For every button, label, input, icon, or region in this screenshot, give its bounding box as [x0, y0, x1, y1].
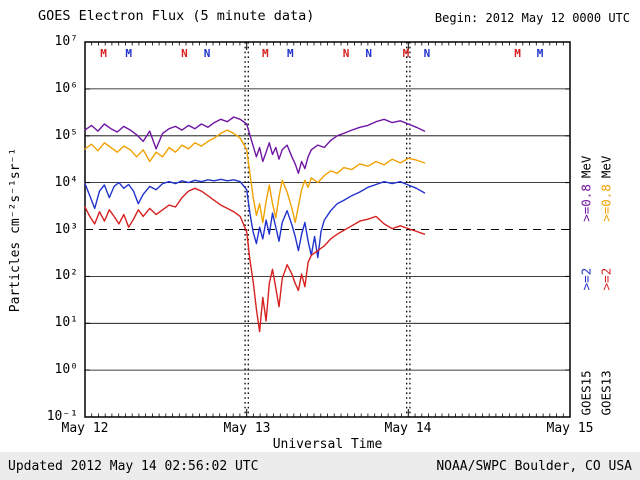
- y-tick-label: 10⁴: [54, 175, 78, 190]
- noon-midnight-marker-M: M: [262, 47, 269, 60]
- x-tick-label: May 12: [61, 421, 109, 436]
- noon-midnight-marker-N: N: [365, 47, 372, 60]
- y-tick-label: 10⁵: [54, 128, 78, 143]
- legend-goes13-2mev-label: >=2: [598, 267, 614, 291]
- begin-time-label: Begin: 2012 May 12 0000 UTC: [434, 11, 630, 25]
- series-goes15-0.8mev: [84, 116, 426, 175]
- legend-goes15-mev-unit: MeV: [578, 155, 594, 179]
- noon-midnight-marker-N: N: [204, 47, 211, 60]
- noon-midnight-marker-M: M: [403, 47, 410, 60]
- noon-midnight-marker-M: M: [514, 47, 521, 60]
- noon-midnight-marker-N: N: [181, 47, 188, 60]
- y-tick-label: 10³: [54, 222, 78, 237]
- series-goes13-2mev: [84, 187, 426, 333]
- legend-goes15-label: GOES15: [578, 370, 594, 416]
- x-tick-label: May 14: [384, 421, 432, 436]
- y-tick-label: 10⁷: [54, 34, 78, 49]
- legend-goes15-08mev-label: >=0.8: [578, 184, 594, 222]
- x-tick-label: May 15: [546, 421, 594, 436]
- legend-goes13-label: GOES13: [598, 370, 614, 416]
- plot-border: [84, 41, 571, 418]
- noon-midnight-marker-M: M: [125, 47, 132, 60]
- legend-goes15: GOES15 >=2 >=0.8 MeV: [579, 136, 594, 416]
- series-goes15-2mev: [84, 178, 426, 259]
- y-axis-title: Particles cm⁻²s⁻¹sr⁻¹: [8, 147, 23, 313]
- noon-midnight-marker-N: N: [343, 47, 350, 60]
- page-title: GOES Electron Flux (5 minute data): [38, 8, 315, 24]
- x-tick-label: May 13: [223, 421, 271, 436]
- y-tick-label: 10²: [54, 268, 78, 283]
- credit-label: NOAA/SWPC Boulder, CO USA: [436, 459, 632, 474]
- legend-goes13: GOES13 >=2 >=0.8 MeV: [599, 136, 614, 416]
- updated-timestamp: Updated 2012 May 14 02:56:02 UTC: [8, 459, 259, 474]
- legend-goes13-mev-unit: MeV: [598, 155, 614, 179]
- noon-midnight-marker-M: M: [537, 47, 544, 60]
- noon-midnight-marker-M: M: [287, 47, 294, 60]
- y-tick-label: 10¹: [54, 315, 78, 330]
- legend-goes15-2mev-label: >=2: [578, 267, 594, 291]
- x-axis-title: Universal Time: [272, 437, 383, 452]
- noon-midnight-marker-M: M: [100, 47, 107, 60]
- footer-band: [0, 452, 640, 480]
- y-tick-label: 10⁶: [54, 81, 78, 96]
- series-goes13-0.8mev: [84, 129, 426, 224]
- y-tick-label: 10⁰: [54, 362, 78, 377]
- noon-midnight-marker-N: N: [424, 47, 431, 60]
- y-tick-label: 10⁻¹: [46, 409, 78, 424]
- legend-goes13-08mev-label: >=0.8: [598, 184, 614, 222]
